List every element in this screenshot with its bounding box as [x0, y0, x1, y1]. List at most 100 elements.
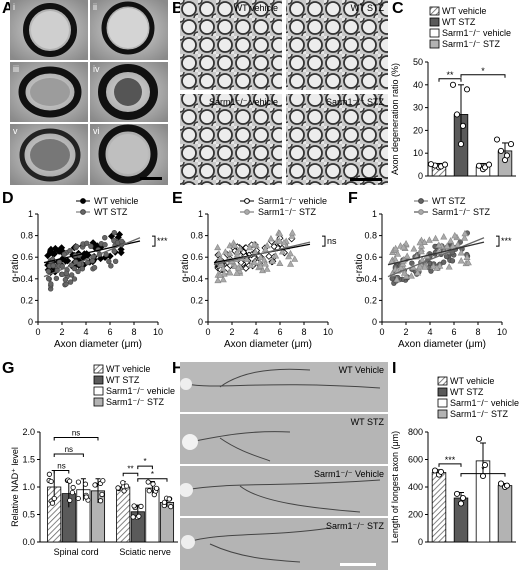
- significance-label-4: *: [151, 470, 154, 479]
- x-tick-label-3: 6: [107, 327, 112, 337]
- bar-3: [497, 485, 513, 543]
- data-point: [280, 238, 288, 246]
- data-point-0-1: [69, 489, 76, 496]
- y-tick-label-0: 0: [418, 537, 423, 547]
- panel-label-i: I: [392, 360, 397, 377]
- y-tick-label-4: 800: [408, 427, 423, 437]
- y-tick-label-1: 0.2: [20, 295, 33, 305]
- label-h-sarm1-stz: Sarm1⁻/⁻ STZ: [326, 521, 385, 531]
- data-point-0-0: [48, 478, 54, 485]
- significance-bracket-2: [53, 437, 99, 441]
- significance-bracket: [152, 235, 156, 247]
- scale-bar-a: [140, 177, 162, 180]
- x-tick-label-2: 4: [83, 327, 88, 337]
- y-axis-label: Length of longest axon (μm): [390, 431, 400, 543]
- y-tick-label-2: 0.4: [190, 274, 203, 284]
- x-tick-label-1: 2: [403, 327, 408, 337]
- data-point-1-3: [168, 504, 174, 510]
- y-axis-label: g-ratio: [180, 253, 191, 282]
- data-point: [117, 245, 125, 253]
- chart-i: 0 200 400 600 800 Length of longest axon (μm)…: [390, 376, 519, 547]
- data-point: [402, 239, 410, 247]
- data-point-3-1: [503, 152, 511, 159]
- data-point: [220, 270, 228, 277]
- sublabel-a-iii: iii: [13, 64, 19, 74]
- legend-marker-1: [80, 209, 86, 215]
- legend-label-3: Sarm1⁻/⁻ STZ: [442, 39, 501, 49]
- y-tick-label-0: 0.0: [22, 537, 35, 547]
- legend-swatch-1: [93, 375, 104, 385]
- data-point-0-3: [99, 491, 105, 498]
- data-point-0-2: [431, 467, 439, 474]
- data-point: [91, 264, 98, 271]
- data-point: [278, 247, 286, 255]
- data-point: [276, 259, 284, 267]
- data-point: [276, 229, 284, 237]
- data-point: [288, 229, 296, 236]
- data-point-0-3: [97, 498, 104, 504]
- y-tick-label-3: 0.6: [364, 252, 377, 262]
- x-tick-label-2: 4: [427, 327, 432, 337]
- data-point: [435, 241, 443, 248]
- data-point-1-1: [130, 514, 136, 520]
- data-point-1-0: [457, 500, 465, 507]
- data-point-0-4: [427, 161, 435, 168]
- significance-label: ns: [327, 236, 337, 246]
- significance-label-0: ns: [57, 462, 65, 471]
- data-point: [272, 252, 280, 259]
- legend-marker-1: [244, 209, 250, 215]
- significance-bracket-4: [137, 478, 168, 482]
- y-axis-label: g-ratio: [10, 253, 21, 282]
- y-tick-label-0: 0: [28, 317, 33, 327]
- data-point-1-1: [136, 513, 142, 519]
- data-point: [286, 249, 295, 257]
- data-point: [402, 272, 410, 279]
- significance-label-0: **: [446, 70, 454, 80]
- legend-label-1: Sarm1⁻/⁻ STZ: [432, 207, 491, 217]
- y-tick-label-2: 0.4: [364, 274, 377, 284]
- fit-line-0: [387, 237, 485, 278]
- legend-swatch-2: [437, 398, 448, 408]
- significance-label-3: **: [127, 464, 133, 473]
- data-point: [67, 279, 74, 285]
- legend-marker-1: [418, 209, 424, 215]
- y-tick-label-4: 0.8: [20, 231, 33, 241]
- sublabel-a-vi: vi: [93, 126, 100, 136]
- data-point: [443, 242, 451, 249]
- legend-label-3: Sarm1⁻/⁻ STZ: [106, 397, 165, 407]
- y-tick-label-1: 0.2: [364, 295, 377, 305]
- data-point: [417, 247, 425, 255]
- data-point: [257, 262, 265, 269]
- data-point-0-0: [51, 495, 57, 502]
- data-point: [111, 229, 118, 236]
- data-point: [457, 257, 465, 264]
- data-point-2-2: [475, 162, 483, 169]
- data-point-0-1: [67, 497, 73, 504]
- data-point-0-1: [67, 478, 73, 484]
- data-point: [250, 240, 258, 248]
- legend-swatch-3: [429, 39, 440, 49]
- data-point-0-3: [92, 482, 98, 488]
- data-point: [112, 258, 119, 264]
- sublabel-a-i: i: [13, 2, 15, 12]
- y-tick-label-1: 10: [413, 148, 423, 158]
- micrograph-b-wt-stz: [286, 0, 388, 90]
- data-point-1-0: [123, 483, 130, 489]
- data-point: [53, 275, 60, 282]
- panel-label-c: C: [392, 0, 404, 17]
- data-point: [261, 245, 269, 253]
- legend-label-0: WT vehicle: [450, 376, 494, 386]
- bar-0: [431, 472, 447, 543]
- data-point: [236, 244, 244, 252]
- micrograph-a-v: [10, 124, 88, 185]
- data-point-0-1: [437, 468, 445, 475]
- legend-swatch-0: [93, 364, 104, 374]
- x-tick-label-2: 4: [253, 327, 258, 337]
- data-point-3-1: [503, 482, 511, 489]
- y-tick-label-2: 1.0: [22, 482, 35, 492]
- x-tick-label-4: 8: [475, 327, 480, 337]
- data-point: [421, 263, 429, 270]
- y-tick-label-2: 400: [408, 482, 423, 492]
- significance-label: ***: [157, 236, 168, 246]
